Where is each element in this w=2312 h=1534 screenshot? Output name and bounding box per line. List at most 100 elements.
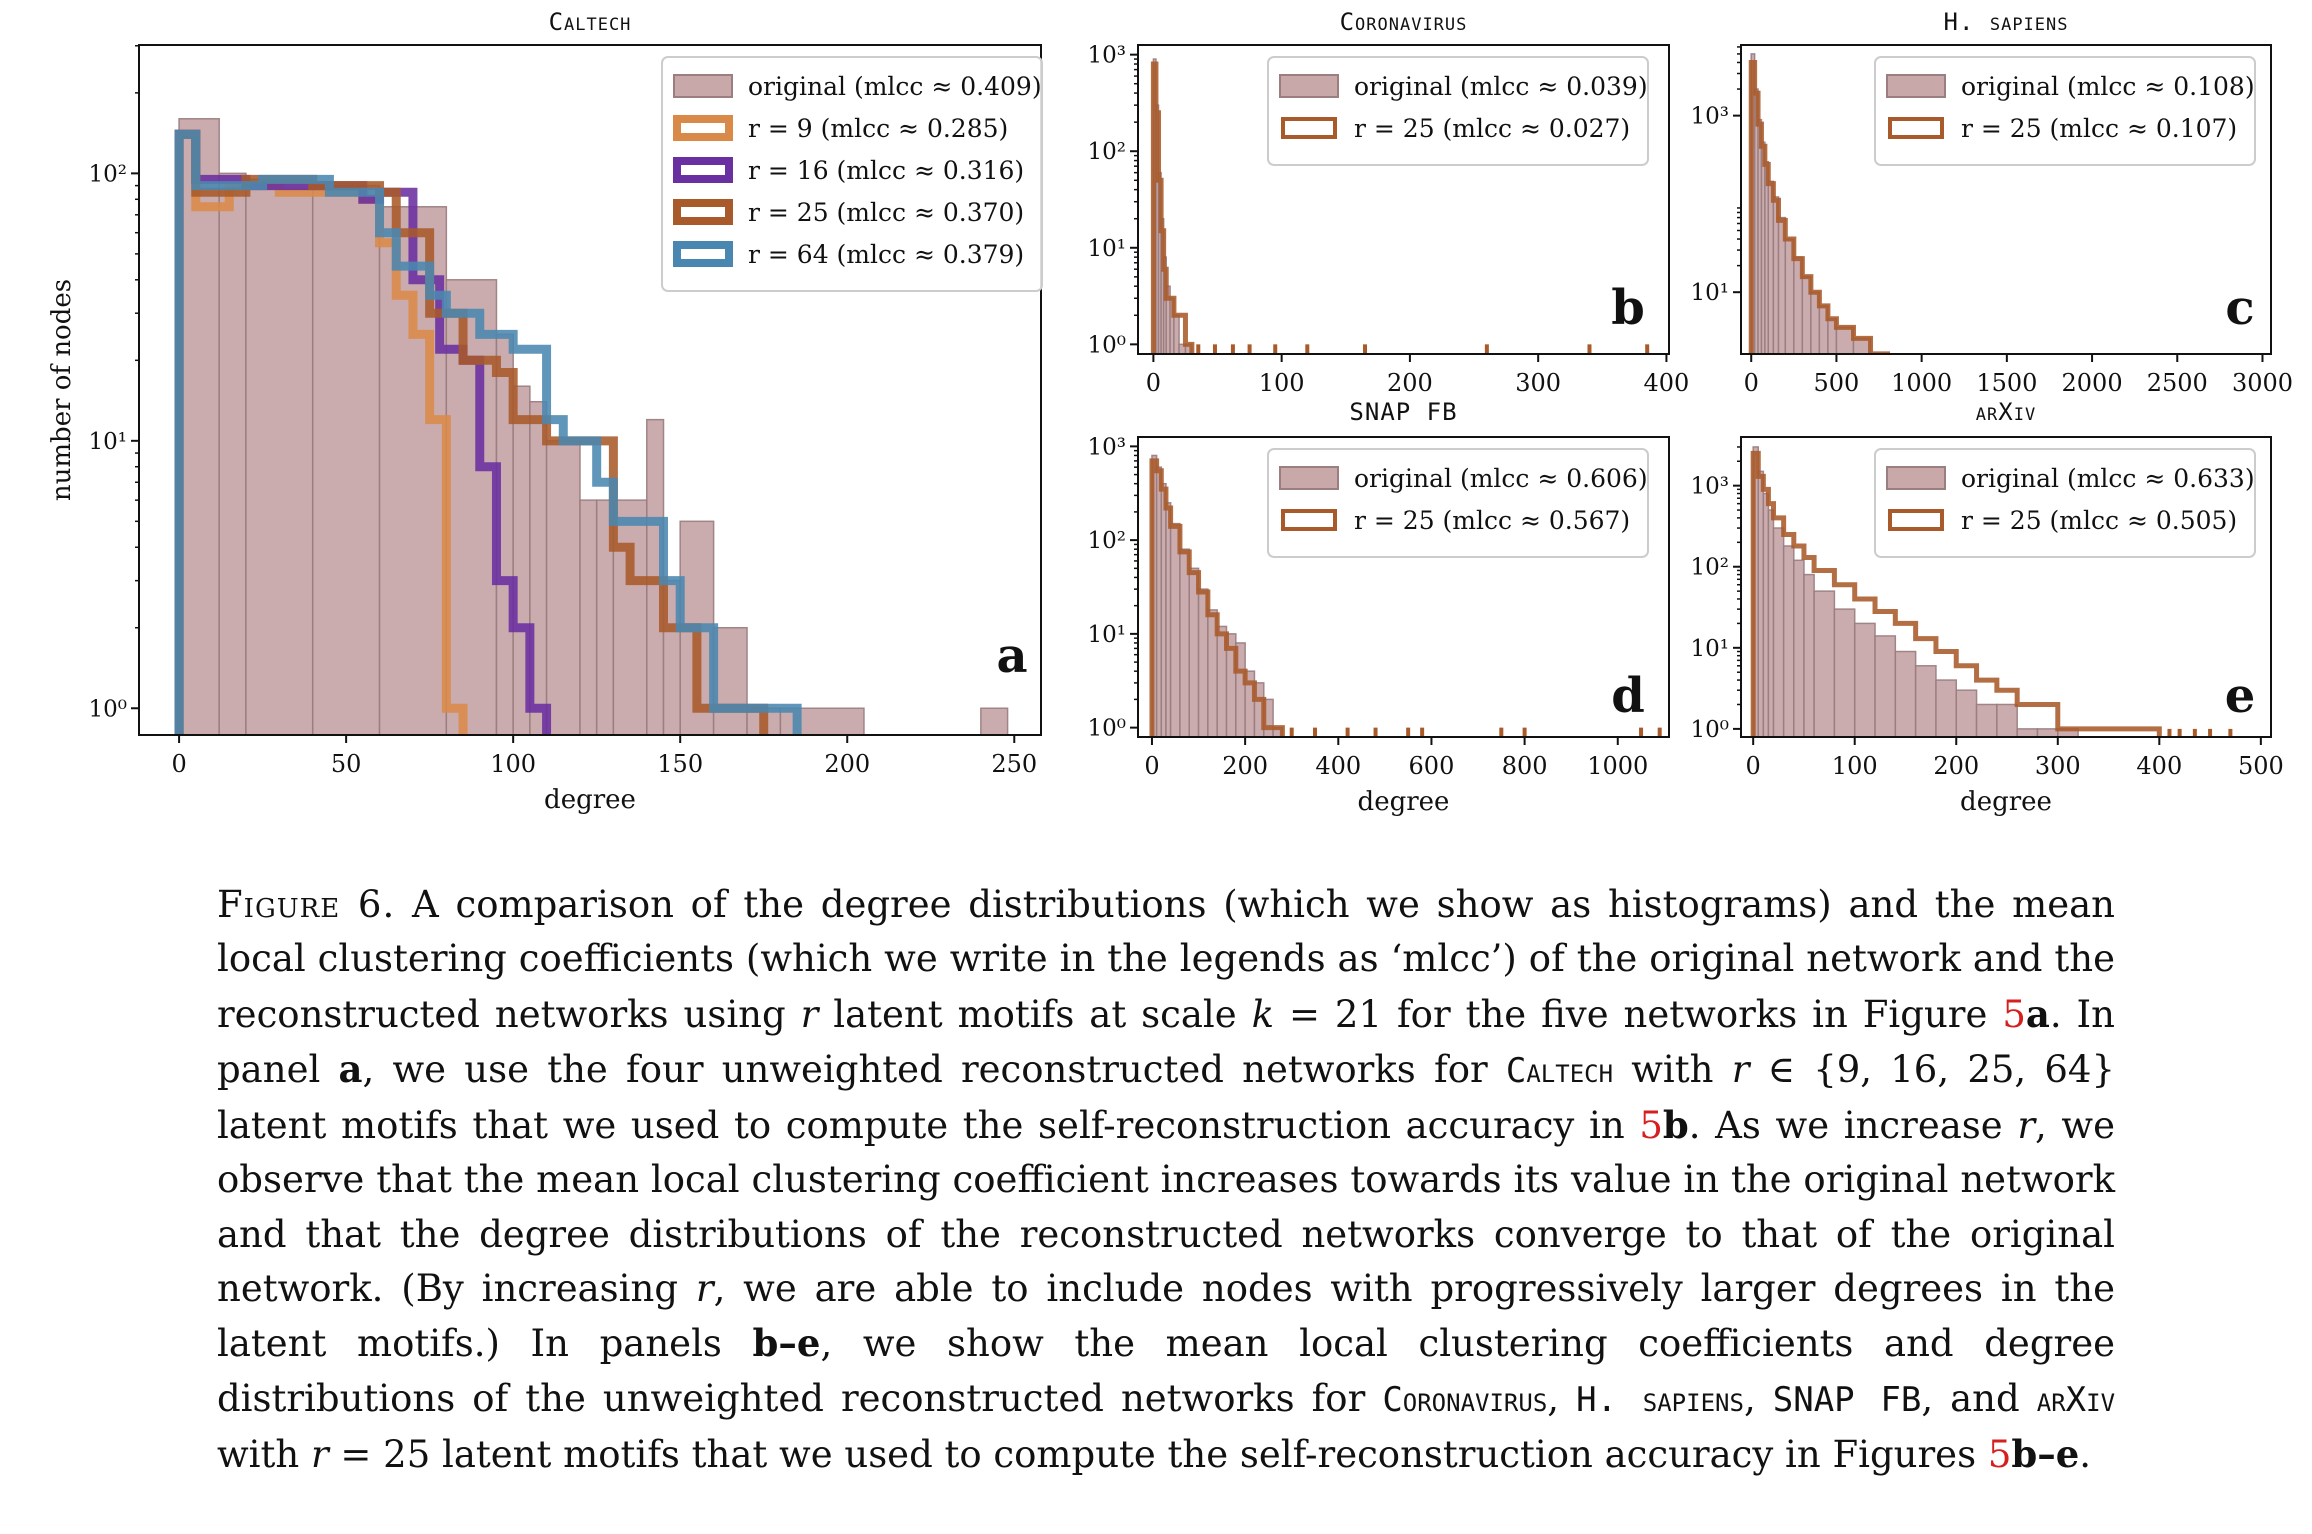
panel-e (1733, 436, 2272, 745)
panel-letter: a (996, 628, 1027, 684)
x-tick-label: 400 (2136, 752, 2182, 780)
original-bar (1975, 703, 1998, 737)
panel-title: H. sapiens (1944, 8, 2069, 36)
axes-frame (1137, 436, 1670, 738)
legend-swatch (1281, 509, 1337, 531)
x-tick-label: 1500 (1976, 369, 2037, 397)
x-tick-label: 0 (1746, 752, 1761, 780)
legend-box (1267, 448, 1649, 558)
x-tick-label: 0 (1744, 369, 1759, 397)
figure-ref-link[interactable]: 5 (1987, 1432, 2012, 1476)
x-tick-label: 0 (1144, 752, 1159, 780)
y-tick-label: 10³ (1088, 434, 1127, 460)
legend-label: r = 25 (mlcc ≈ 0.027) (1354, 114, 1630, 143)
original-bar (245, 178, 314, 735)
y-tick-label: 10² (1691, 555, 1730, 581)
legend-swatch-original (1279, 74, 1339, 98)
legend-label: original (mlcc ≈ 0.633) (1961, 464, 2255, 493)
original-bar (1835, 326, 1855, 354)
legend-label: r = 25 (mlcc ≈ 0.505) (1961, 506, 2237, 535)
legend-label: original (mlcc ≈ 0.409) (748, 72, 1042, 101)
panel-d (1130, 436, 1670, 745)
x-tick-label: 200 (1933, 752, 1979, 780)
x-axis-label: degree (544, 785, 636, 815)
legend-label: r = 9 (mlcc ≈ 0.285) (748, 114, 1008, 143)
figure-ref-link[interactable]: 5 (1639, 1104, 1663, 1148)
y-tick-label: 10² (1088, 528, 1127, 554)
series-line-r-64 (174, 129, 802, 735)
panel-b (1130, 44, 1670, 362)
legend-label: r = 16 (mlcc ≈ 0.316) (748, 156, 1024, 185)
panel-title: arXiv (1976, 398, 2036, 426)
legend-swatch-original (1886, 74, 1946, 98)
x-tick-label: 500 (2238, 752, 2284, 780)
axes-frame (1740, 436, 2272, 738)
original-bar (980, 707, 1009, 735)
x-tick-label: 200 (1387, 369, 1433, 397)
x-tick-label: 2500 (2147, 369, 2208, 397)
legend-swatch (673, 157, 733, 183)
legend-swatch (673, 241, 733, 267)
x-tick-label: 300 (2035, 752, 2081, 780)
original-bar (218, 172, 247, 735)
figure-6-panels: 0 50 100 150 200 250 10⁰ 10¹ 10² Caltech degree num… (47, 8, 2293, 817)
y-tick-label: 10¹ (1691, 280, 1730, 306)
y-tick-label: 10³ (1691, 474, 1730, 500)
legend-swatch-original (1279, 466, 1339, 490)
x-tick-label: 800 (1502, 752, 1548, 780)
y-tick-label: 10¹ (1088, 236, 1127, 262)
y-tick-label: 10⁰ (89, 696, 128, 722)
legend-swatch-original (1886, 466, 1946, 490)
panel-title: Caltech (549, 8, 632, 36)
caption-figure-label: Figure 6. (217, 883, 396, 926)
y-tick-label: 10² (1088, 139, 1127, 165)
original-bar (1914, 665, 1937, 737)
x-axis-label: degree (1960, 787, 2052, 817)
x-tick-label: 150 (657, 750, 703, 778)
x-tick-label: 500 (1814, 369, 1860, 397)
x-tick-label: 0 (1146, 369, 1161, 397)
y-tick-label: 10⁰ (1088, 716, 1127, 742)
original-bar (2036, 728, 2059, 737)
x-tick-label: 400 (1315, 752, 1361, 780)
legend-swatch (673, 199, 733, 225)
plot-area (1149, 454, 1662, 737)
series-line-r-25 (1748, 59, 1891, 354)
figure-ref-link[interactable]: 5 (2002, 992, 2026, 1036)
legend-label: r = 25 (mlcc ≈ 0.370) (748, 198, 1024, 227)
x-tick-label: 250 (991, 750, 1037, 778)
x-tick-label: 200 (1222, 752, 1268, 780)
original-bar (1935, 679, 1957, 737)
legend-label: r = 64 (mlcc ≈ 0.379) (748, 240, 1024, 269)
original-bar (445, 279, 498, 735)
figure-caption: Figure 6. A comparison of the degree dis… (217, 883, 2116, 1476)
panel-title: Coronavirus (1340, 8, 1468, 36)
panel-letter: d (1611, 668, 1645, 724)
plot-area (174, 118, 1009, 735)
original-bar (1762, 492, 1770, 737)
y-tick-label: 10⁰ (1088, 332, 1127, 358)
x-tick-label: 400 (1644, 369, 1690, 397)
original-bar (311, 184, 381, 735)
legend-label: original (mlcc ≈ 0.108) (1961, 72, 2255, 101)
plot-area (1150, 58, 1650, 354)
legend-label: r = 25 (mlcc ≈ 0.107) (1961, 114, 2237, 143)
original-bar (1813, 590, 1836, 737)
legend-swatch (1888, 117, 1944, 139)
x-tick-label: 2000 (2062, 369, 2123, 397)
x-tick-label: 1000 (1587, 752, 1648, 780)
original-bar (612, 499, 648, 735)
original-bar (1179, 548, 1190, 737)
original-bar (1767, 180, 1775, 354)
original-bar (2016, 728, 2039, 737)
x-tick-label: 100 (490, 750, 536, 778)
original-bar (1782, 545, 1795, 737)
legend-box (1267, 56, 1649, 166)
x-tick-label: 300 (1515, 369, 1561, 397)
legend-swatch (1281, 117, 1337, 139)
series-line-r-25 (1750, 450, 2162, 737)
x-axis-label: degree (1358, 787, 1450, 817)
plot-area (1748, 53, 2234, 354)
original-bar (1767, 509, 1775, 737)
original-bar (1757, 470, 1765, 737)
